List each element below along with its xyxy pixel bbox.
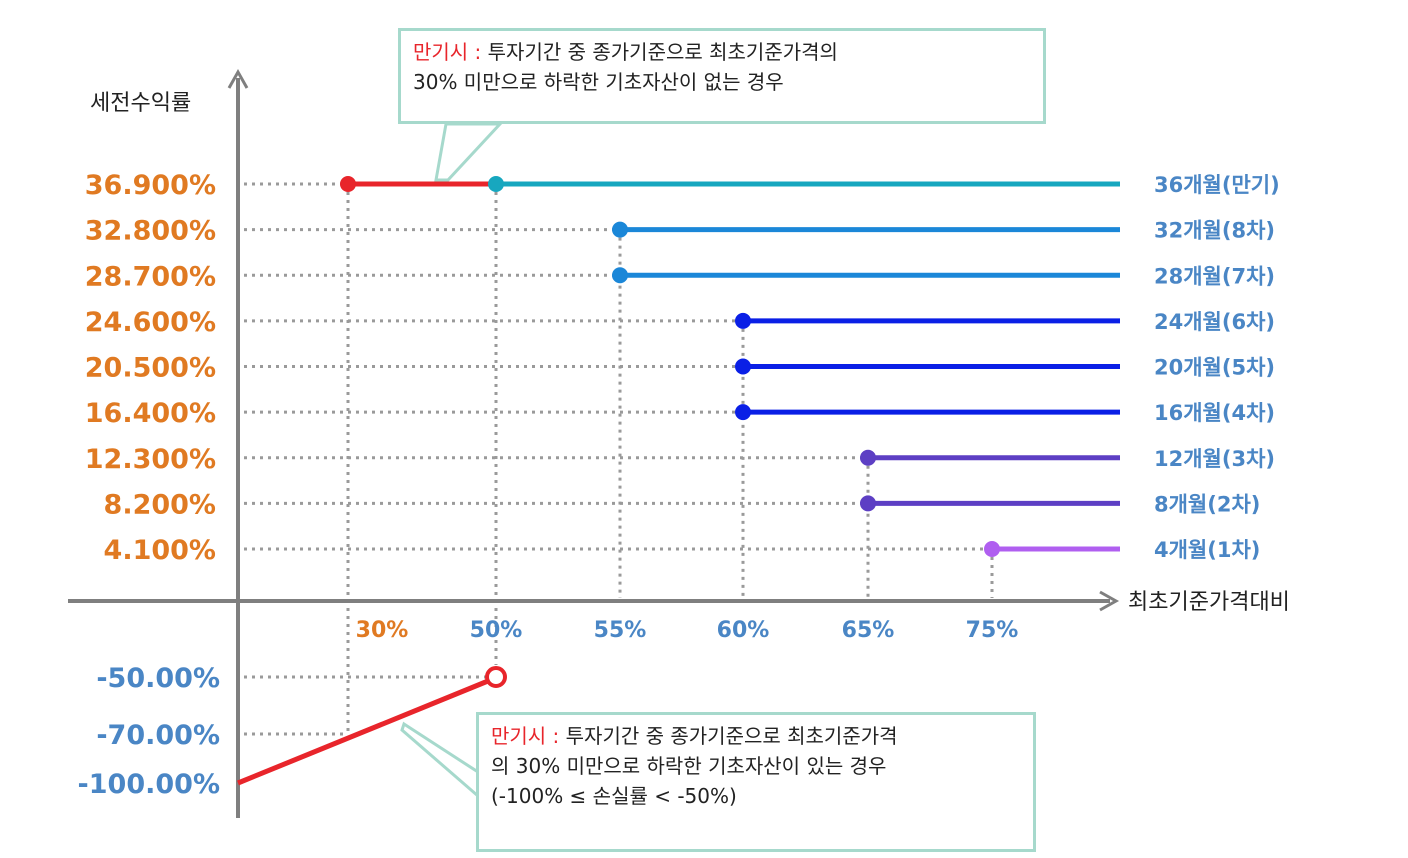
callout-text-1: 투자기간 중 종가기준으로 최초기준가격 (565, 724, 898, 748)
series-label: 8개월(2차) (1154, 492, 1260, 516)
loss-open-point (485, 666, 507, 688)
series-point (984, 541, 1000, 557)
callout-knock-in: 만기시 : 투자기간 중 종가기준으로 최초기준가격 의 30% 미만으로 하락… (476, 712, 1036, 852)
x-tick-label: 60% (717, 618, 770, 643)
series-label: 4개월(1차) (1154, 538, 1260, 562)
x-tick-label: 75% (966, 618, 1019, 643)
x-axis-arrow-icon (1099, 590, 1120, 612)
y-axis-arrow-icon (227, 68, 249, 89)
callout-line-1: 만기시 : 투자기간 중 종가기준으로 최초기준가격의 (413, 37, 1031, 67)
series-lines (237, 176, 1120, 786)
series-point (860, 449, 876, 466)
y-tick-label: -70.00% (96, 720, 220, 751)
series-point (612, 267, 628, 284)
y-tick-label: 12.300% (85, 444, 216, 475)
series-label: 24개월(6차) (1154, 310, 1275, 334)
x-tick-labels: 30% 50% 55% 60% 65% 75% (356, 618, 1019, 643)
callout-pointer-top (434, 122, 504, 182)
callout-text-3: (-100% ≤ 손실률 < -50%) (491, 784, 737, 808)
callout-pointer-bottom (400, 721, 480, 800)
x-tick-label: 55% (594, 618, 647, 643)
series-point (735, 404, 751, 421)
series-labels: 36개월(만기) 32개월(8차) 28개월(7차) 24개월(6차) 20개월(5차)… (1154, 173, 1280, 562)
callout-line-1: 만기시 : 투자기간 중 종가기준으로 최초기준가격 (491, 721, 1021, 751)
y-tick-label: -100.00% (78, 769, 220, 800)
axes (68, 68, 1120, 818)
series-label: 36개월(만기) (1154, 173, 1280, 197)
series-point (612, 221, 628, 238)
series-point (860, 495, 876, 512)
grid-lines (244, 182, 994, 736)
x-tick-label: 50% (470, 618, 523, 643)
y-axis-title: 세전수익률 (90, 91, 191, 116)
x-tick-label: 65% (842, 618, 895, 643)
y-tick-label: 36.900% (85, 170, 216, 201)
y-tick-labels: 36.900% 32.800% 28.700% 24.600% 20.500% 16.40… (78, 170, 220, 800)
y-tick-label: -50.00% (96, 663, 220, 694)
series-point (735, 358, 751, 375)
maturity-extension-point (340, 176, 356, 192)
y-tick-label: 20.500% (85, 353, 216, 384)
y-tick-label: 8.200% (104, 489, 216, 520)
y-tick-label: 28.700% (85, 261, 216, 292)
series-point (488, 176, 504, 192)
y-tick-label: 4.100% (104, 535, 216, 566)
y-tick-label: 16.400% (85, 398, 216, 429)
series-label: 20개월(5차) (1154, 356, 1275, 380)
callout-text-1: 투자기간 중 종가기준으로 최초기준가격의 (487, 40, 838, 64)
x-axis-title: 최초기준가격대비 (1128, 590, 1290, 615)
callout-prefix: 만기시 : (413, 40, 482, 64)
y-tick-label: 24.600% (85, 307, 216, 338)
series-point (735, 312, 751, 329)
y-tick-label: 32.800% (85, 216, 216, 247)
series-label: 32개월(8차) (1154, 219, 1275, 243)
series-label: 16개월(4차) (1154, 401, 1275, 425)
callout-text-2: 30% 미만으로 하락한 기초자산이 없는 경우 (413, 70, 784, 94)
series-label: 28개월(7차) (1154, 264, 1275, 288)
loss-line (237, 678, 489, 786)
series-label: 12개월(3차) (1154, 447, 1275, 471)
callout-connectors (400, 122, 504, 800)
callout-no-knock-in: 만기시 : 투자기간 중 종가기준으로 최초기준가격의 30% 미만으로 하락한… (398, 28, 1046, 124)
x-tick-label: 30% (356, 618, 409, 643)
callout-text-2: 의 30% 미만으로 하락한 기초자산이 있는 경우 (491, 754, 887, 778)
callout-prefix: 만기시 : (491, 724, 560, 748)
